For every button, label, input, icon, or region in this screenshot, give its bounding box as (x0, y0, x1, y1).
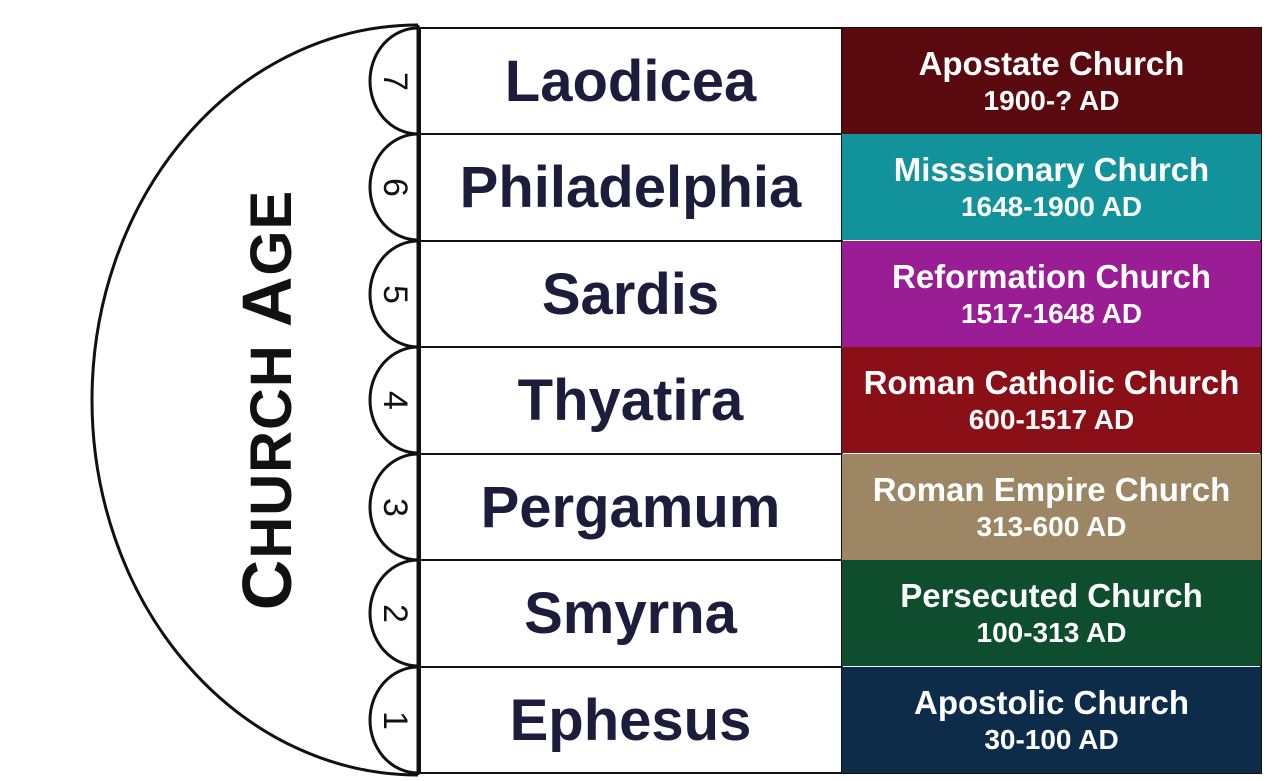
title-c: C (228, 558, 306, 611)
age-number-tab: 7 (368, 28, 420, 134)
church-name: Laodicea (504, 48, 757, 114)
age-number: 2 (375, 603, 414, 623)
era-dates: 1517-1648 AD (960, 298, 1143, 329)
age-row-1: 1 Ephesus Apostolic Church 30-100 AD (368, 667, 1261, 773)
age-row-7: 7 Laodicea Apostate Church 1900-? AD (368, 28, 1261, 134)
era-title: Roman Empire Church (872, 471, 1231, 508)
age-number-tab: 4 (368, 347, 420, 453)
table-outline (419, 27, 1262, 774)
era-cell: Persecuted Church 100-313 AD (842, 560, 1261, 666)
age-number: 3 (375, 497, 414, 517)
age-number-tab: 1 (368, 667, 420, 773)
age-row-3: 3 Pergamum Roman Empire Church 313-600 A… (368, 454, 1261, 560)
age-number-tab: 2 (368, 560, 420, 666)
number-tab-outline (368, 239, 420, 349)
era-dates: 100-313 AD (976, 617, 1127, 648)
era-title: Apostate Church (918, 45, 1185, 82)
era-title: Persecuted Church (900, 577, 1203, 614)
age-number: 6 (375, 177, 414, 197)
age-number: 4 (375, 390, 414, 410)
age-row-5: 5 Sardis Reformation Church 1517-1648 AD (368, 241, 1261, 347)
number-tab-outline (368, 452, 420, 562)
age-number-tab: 6 (368, 134, 420, 240)
era-dates: 30-100 AD (984, 724, 1119, 755)
age-number: 1 (375, 710, 414, 730)
era-dates: 1900-? AD (983, 85, 1120, 116)
age-row-2: 2 Smyrna Persecuted Church 100-313 AD (368, 560, 1261, 666)
number-tab-outline (368, 132, 420, 242)
era-dates: 1648-1900 AD (960, 191, 1143, 222)
era-title: Reformation Church (891, 258, 1211, 295)
number-tab-outline (368, 26, 420, 136)
era-title: Roman Catholic Church (863, 364, 1240, 401)
church-name: Ephesus (509, 687, 752, 753)
era-title: Misssionary Church (893, 151, 1210, 188)
era-dates: 313-600 AD (976, 511, 1127, 542)
church-name: Sardis (541, 261, 720, 327)
era-cell: Reformation Church 1517-1648 AD (842, 241, 1261, 347)
age-number-tab: 5 (368, 241, 420, 347)
era-cell: Roman Empire Church 313-600 AD (842, 454, 1261, 560)
age-number-tab: 3 (368, 454, 420, 560)
church-name: Pergamum (480, 474, 781, 540)
age-row-4: 4 Thyatira Roman Catholic Church 600-151… (368, 347, 1261, 453)
church-name: Philadelphia (459, 154, 802, 220)
number-tab-outline (368, 665, 420, 775)
era-cell: Apostolic Church 30-100 AD (842, 667, 1261, 773)
number-tab-outline (368, 345, 420, 455)
age-number: 7 (375, 71, 414, 91)
title-ge: GE (239, 189, 304, 276)
half-circle-arc (90, 23, 419, 777)
church-name: Smyrna (524, 580, 737, 646)
age-row-6: 6 Philadelphia Misssionary Church 1648-1… (368, 134, 1261, 240)
era-title: Apostolic Church (913, 684, 1189, 721)
era-cell: Misssionary Church 1648-1900 AD (842, 134, 1261, 240)
title-hurch: HURCH (239, 327, 304, 559)
era-cell: Roman Catholic Church 600-1517 AD (842, 347, 1261, 453)
age-number: 5 (375, 284, 414, 304)
church-name: Thyatira (517, 367, 744, 433)
title-a: A (228, 275, 306, 328)
era-cell: Apostate Church 1900-? AD (842, 28, 1261, 134)
era-dates: 600-1517 AD (968, 404, 1135, 435)
church-age-title: CHURCH AGE (227, 190, 307, 610)
number-tab-outline (368, 558, 420, 668)
